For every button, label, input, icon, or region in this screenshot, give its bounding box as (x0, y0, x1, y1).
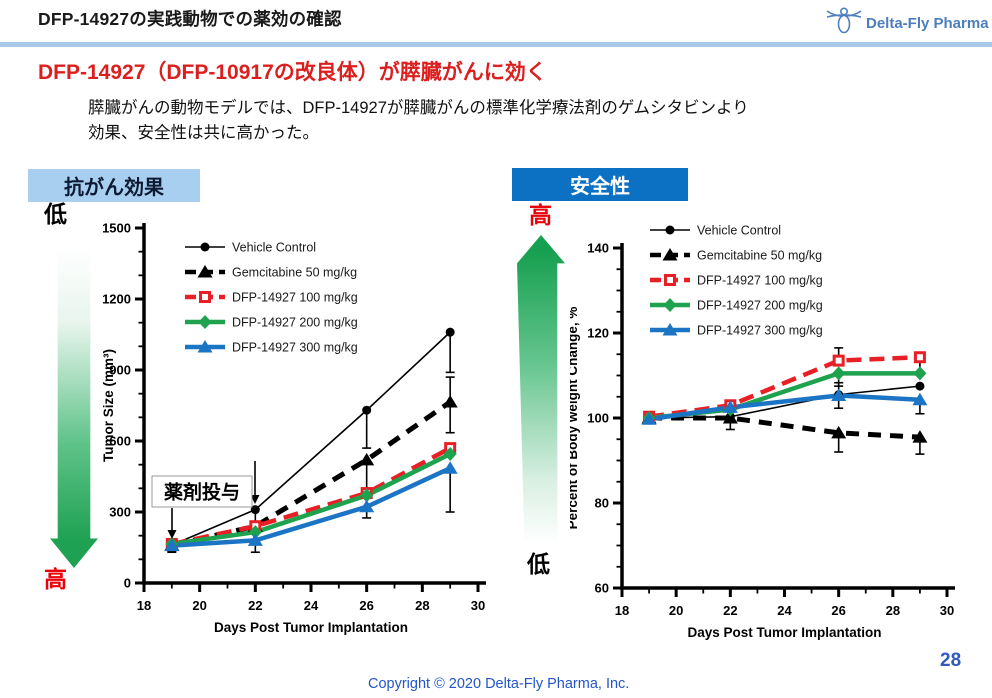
safety-scale-low-label: 低 (527, 551, 550, 577)
svg-text:26: 26 (359, 598, 373, 613)
svg-text:60: 60 (595, 581, 609, 596)
svg-text:28: 28 (886, 603, 900, 618)
svg-text:DFP-14927 300 mg/kg: DFP-14927 300 mg/kg (232, 341, 358, 355)
slide-title: DFP-14927の実践動物での薬効の確認 (38, 9, 342, 29)
svg-text:100: 100 (587, 411, 609, 426)
page-number: 28 (940, 650, 962, 671)
svg-text:22: 22 (248, 598, 262, 613)
company-logo: Delta-Fly Pharma (826, 4, 989, 43)
svg-text:DFP-14927 200 mg/kg: DFP-14927 200 mg/kg (697, 299, 823, 313)
svg-text:900: 900 (109, 363, 131, 378)
safety-scale-high-label: 高 (529, 202, 552, 228)
svg-text:DFP-14927 300 mg/kg: DFP-14927 300 mg/kg (697, 324, 823, 338)
svg-text:DFP-14927 200 mg/kg: DFP-14927 200 mg/kg (232, 316, 358, 330)
body-text-line2: 効果、安全性は共に高かった。 (88, 124, 319, 142)
efficacy-scale-high-label: 高 (44, 566, 67, 592)
svg-text:22: 22 (723, 603, 737, 618)
svg-text:24: 24 (777, 603, 792, 618)
svg-text:30: 30 (940, 603, 954, 618)
svg-text:Tumor Size (mm³): Tumor Size (mm³) (101, 349, 116, 462)
efficacy-banner: 抗がん効果 (28, 169, 200, 202)
headline: DFP-14927（DFP-10917の改良体）が膵臓がんに効く (38, 61, 547, 84)
svg-text:薬剤投与: 薬剤投与 (163, 481, 240, 504)
dragonfly-icon (826, 4, 862, 43)
body-text-line1: 膵臓がんの動物モデルでは、DFP-14927が膵臓がんの標準化学療法剤のゲムシタ… (88, 99, 749, 117)
svg-text:Gemcitabine 50 mg/kg: Gemcitabine 50 mg/kg (232, 266, 357, 280)
svg-text:DFP-14927 100 mg/kg: DFP-14927 100 mg/kg (232, 291, 358, 305)
efficacy-scale-low-label: 低 (44, 201, 67, 227)
svg-text:120: 120 (587, 326, 609, 341)
svg-text:20: 20 (669, 603, 683, 618)
safety-gradient-arrow-icon (517, 235, 565, 550)
svg-text:Percent of Body weight Change: Percent of Body weight Change, % (570, 307, 580, 530)
svg-text:0: 0 (124, 576, 131, 591)
logo-text: Delta-Fly Pharma (866, 14, 989, 32)
svg-text:18: 18 (615, 603, 629, 618)
svg-text:140: 140 (587, 241, 609, 256)
svg-text:Gemcitabine 50 mg/kg: Gemcitabine 50 mg/kg (697, 249, 822, 263)
divider-bar (0, 42, 992, 47)
svg-text:26: 26 (831, 603, 845, 618)
svg-text:1200: 1200 (102, 292, 131, 307)
svg-text:Vehicle Control: Vehicle Control (697, 224, 781, 238)
svg-text:80: 80 (595, 496, 609, 511)
svg-text:Days Post Tumor Implantation: Days Post Tumor Implantation (687, 625, 881, 640)
svg-text:300: 300 (109, 505, 131, 520)
svg-text:18: 18 (137, 598, 151, 613)
svg-text:Days Post Tumor Implantation: Days Post Tumor Implantation (214, 620, 408, 635)
safety-banner: 安全性 (512, 168, 688, 201)
body-text: 膵臓がんの動物モデルでは、DFP-14927が膵臓がんの標準化学療法剤のゲムシタ… (88, 96, 888, 146)
svg-text:28: 28 (415, 598, 429, 613)
copyright: Copyright © 2020 Delta-Fly Pharma, Inc. (368, 676, 630, 692)
svg-text:1500: 1500 (102, 221, 131, 236)
svg-text:Vehicle Control: Vehicle Control (232, 241, 316, 255)
svg-text:DFP-14927 100 mg/kg: DFP-14927 100 mg/kg (697, 274, 823, 288)
svg-text:30: 30 (471, 598, 485, 613)
svg-text:24: 24 (304, 598, 319, 613)
body-weight-chart: 60 80 100 120 140 18 20 22 24 26 28 30 Days Post Tum… (570, 224, 955, 640)
svg-text:20: 20 (192, 598, 206, 613)
tumor-size-chart: 0 300 600 900 1200 1500 18 20 22 24 26 28 30 Days Pos… (101, 221, 486, 635)
efficacy-gradient-arrow-icon (50, 240, 98, 568)
svg-text:600: 600 (109, 434, 131, 449)
